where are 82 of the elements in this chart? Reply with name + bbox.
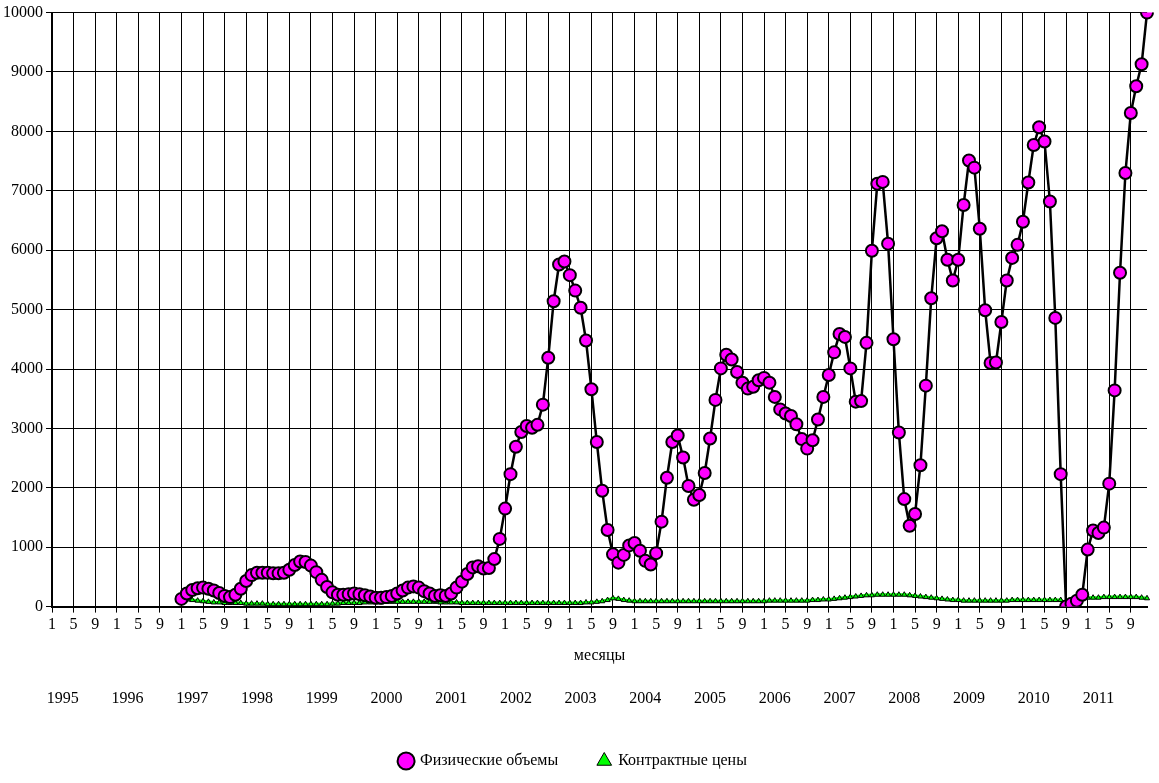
- x-tick-label: 9: [997, 615, 1006, 633]
- x-tick-label: 1: [112, 615, 121, 633]
- legend-label: Контрактные цены: [618, 751, 748, 770]
- x-tick-label: 1: [371, 615, 380, 633]
- x-tick-label: 1: [501, 615, 510, 633]
- legend-label: Физические объемы: [420, 751, 559, 769]
- x-tick-label: 1: [565, 615, 574, 633]
- x-tick-label: 5: [457, 615, 466, 633]
- x-tick-label: 1: [695, 615, 704, 633]
- x-tick-label: 9: [155, 615, 164, 633]
- text: 2000: [370, 689, 403, 707]
- x-tick-label: 5: [393, 615, 402, 633]
- text: 2002: [499, 689, 532, 707]
- x-tick-label: 5: [652, 615, 661, 633]
- x-tick-label: 1: [824, 615, 833, 633]
- x-tick-label: 1: [630, 615, 639, 633]
- text: 2001: [435, 689, 468, 707]
- y-tick-label: 5000: [11, 299, 43, 317]
- x-tick-label: 1: [1083, 615, 1092, 633]
- x-tick-label: 1: [242, 615, 251, 633]
- x-tick-label: 5: [587, 615, 596, 633]
- y-tick-label: 8000: [11, 121, 43, 139]
- x-tick-label: 1: [177, 615, 186, 633]
- x-tick-label: 9: [608, 615, 617, 633]
- x-tick-label: 9: [479, 615, 488, 633]
- text: 2003: [564, 689, 597, 707]
- x-tick-label: 5: [199, 615, 208, 633]
- text: 1997: [176, 689, 209, 707]
- x-tick-label: 5: [1105, 615, 1114, 633]
- x-tick-label: 5: [781, 615, 790, 633]
- x-tick-label: 9: [220, 615, 229, 633]
- text: 2007: [823, 689, 856, 707]
- x-tick-label: 1: [1018, 615, 1027, 633]
- x-tick-label: 5: [1040, 615, 1049, 633]
- x-tick-label: 5: [134, 615, 143, 633]
- y-tick-label: 3000: [11, 418, 43, 436]
- x-tick-label: 9: [803, 615, 812, 633]
- y-tick-label: 0: [35, 596, 43, 614]
- y-tick-label: 6000: [11, 240, 43, 258]
- x-tick-label: 5: [911, 615, 920, 633]
- x-tick-label: 1: [48, 615, 56, 633]
- x-tick-label: 5: [846, 615, 855, 633]
- x-tick-label: 9: [91, 615, 100, 633]
- text: 2009: [953, 689, 985, 707]
- text: 2008: [888, 689, 921, 707]
- x-tick-label: 9: [673, 615, 682, 633]
- text: 2004: [629, 689, 662, 707]
- text: 1996: [111, 689, 144, 707]
- text: 2006: [758, 689, 791, 707]
- text: 2010: [1017, 689, 1050, 707]
- x-tick-label: 5: [716, 615, 725, 633]
- x-tick-label: 5: [263, 615, 272, 633]
- text: 1995: [46, 689, 79, 707]
- x-tick-label: 9: [350, 615, 359, 633]
- x-tick-label: 5: [975, 615, 984, 633]
- x-tick-label: 9: [414, 615, 423, 633]
- y-tick-label: 10000: [3, 2, 43, 20]
- x-tick-label: 9: [932, 615, 941, 633]
- x-tick-label: 5: [522, 615, 531, 633]
- y-tick-label: 4000: [11, 359, 43, 377]
- text: 1998: [240, 689, 273, 707]
- y-tick-label: 7000: [11, 181, 43, 198]
- x-tick-label: 1: [306, 615, 315, 633]
- y-tick-label: 9000: [11, 62, 43, 80]
- x-tick-label: 1: [436, 615, 445, 633]
- x-tick-label: 5: [69, 615, 78, 633]
- x-tick-label: 9: [544, 615, 553, 633]
- x-axis-title: месяцы: [573, 645, 626, 664]
- text: 1999: [305, 689, 338, 707]
- x-tick-label: 9: [867, 615, 876, 633]
- text: 2011: [1082, 689, 1115, 707]
- x-tick-label: 9: [285, 615, 294, 633]
- x-tick-label: 9: [1062, 615, 1071, 633]
- y-tick-label: 1000: [11, 537, 43, 555]
- x-tick-label: 1: [889, 615, 898, 633]
- x-tick-label: 1: [954, 615, 963, 633]
- text: 2005: [694, 689, 727, 707]
- y-tick-label: 2000: [11, 478, 43, 495]
- x-tick-label: 1: [760, 615, 769, 633]
- x-tick-label: 9: [738, 615, 747, 633]
- x-tick-label: 5: [328, 615, 337, 633]
- x-tick-label: 9: [1126, 615, 1135, 633]
